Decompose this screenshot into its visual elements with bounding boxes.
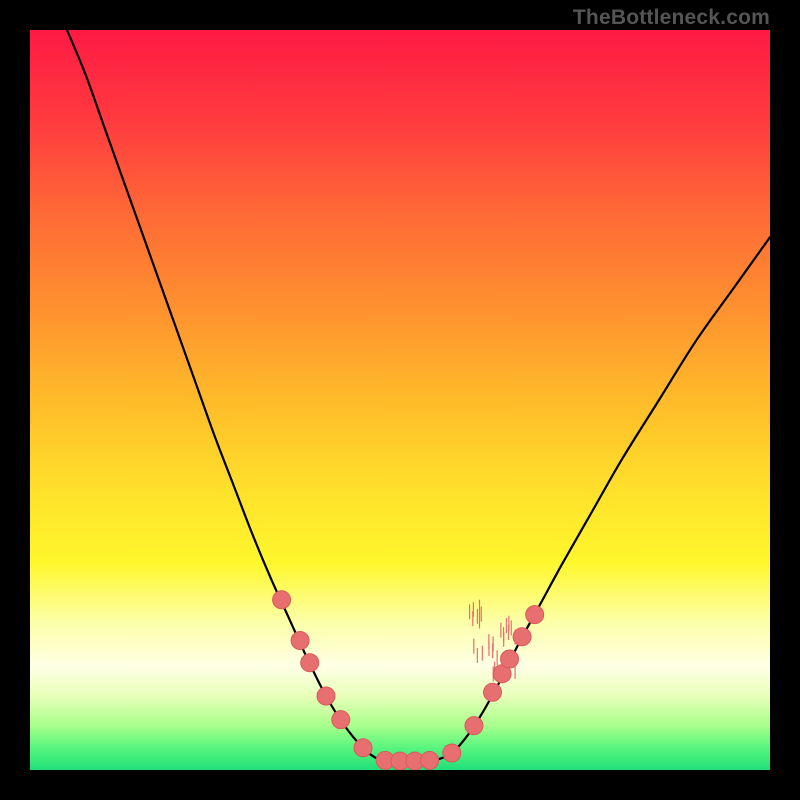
data-marker <box>354 739 372 757</box>
data-marker <box>513 628 531 646</box>
data-marker <box>501 650 519 668</box>
data-marker <box>465 717 483 735</box>
data-marker <box>301 654 319 672</box>
data-marker <box>484 683 502 701</box>
chart-frame: TheBottleneck.com <box>0 0 800 800</box>
data-marker <box>526 606 544 624</box>
data-marker <box>443 744 461 762</box>
data-marker <box>332 711 350 729</box>
plot-area <box>30 30 770 770</box>
data-marker <box>291 632 309 650</box>
chart-svg <box>30 30 770 770</box>
data-marker <box>421 751 439 769</box>
data-marker <box>273 591 291 609</box>
watermark-text: TheBottleneck.com <box>573 6 770 30</box>
data-marker <box>317 687 335 705</box>
